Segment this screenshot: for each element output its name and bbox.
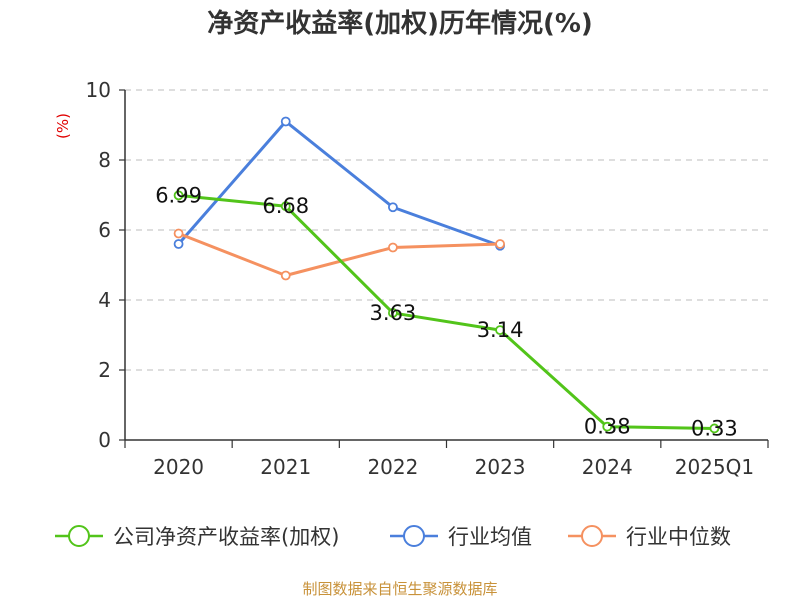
- legend-label-1: 行业均值: [448, 525, 532, 549]
- series-point-2: [173, 228, 184, 239]
- y-tick-label: 10: [86, 78, 111, 102]
- series-point-0: [709, 423, 720, 434]
- series-point-2: [280, 270, 291, 281]
- series-point-0: [280, 201, 291, 212]
- series-point-2: [388, 242, 398, 253]
- data-label: 6.99: [155, 183, 202, 207]
- data-label: 3.63: [370, 301, 417, 325]
- legend-marker-2: [581, 525, 603, 547]
- series-line-1: [177, 120, 501, 248]
- data-label: 0.38: [584, 415, 631, 439]
- legend-marker-0: [68, 525, 90, 547]
- series-point-1: [173, 239, 184, 249]
- legend-label-2: 行业中位数: [626, 525, 731, 549]
- source-note: 制图数据来自恒生聚源数据库: [302, 580, 497, 598]
- y-tick-label: 8: [98, 148, 111, 172]
- y-tick-label: 0: [98, 428, 111, 452]
- series-line-0: [178, 193, 715, 430]
- y-tick-label: 6: [98, 218, 111, 242]
- x-tick-label: 2022: [367, 455, 418, 479]
- x-tick-label: 2023: [475, 455, 526, 479]
- series-point-0: [173, 190, 184, 201]
- data-label: 6.68: [262, 194, 309, 218]
- y-axis-label: (%): [54, 113, 72, 139]
- series-point-0: [388, 308, 398, 318]
- data-label: 3.14: [477, 318, 524, 342]
- series-point-2: [495, 239, 505, 249]
- chart-title: 净资产收益率(加权)历年情况(%): [207, 8, 593, 39]
- y-tick-label: 2: [98, 358, 111, 382]
- y-tick-label: 4: [98, 288, 111, 312]
- series-line-2: [178, 232, 501, 277]
- x-tick-label: 2021: [260, 455, 311, 479]
- x-tick-label: 2024: [582, 455, 633, 479]
- legend-label-0: 公司净资产收益率(加权): [113, 525, 339, 549]
- series-point-1: [388, 202, 398, 213]
- legend-marker-1: [403, 525, 425, 547]
- x-tick-label: 2025Q1: [675, 455, 754, 479]
- series-point-0: [495, 325, 505, 336]
- data-label: 0.33: [691, 416, 738, 440]
- series-point-0: [602, 421, 613, 432]
- series-point-1: [280, 116, 291, 127]
- x-tick-label: 2020: [153, 455, 204, 479]
